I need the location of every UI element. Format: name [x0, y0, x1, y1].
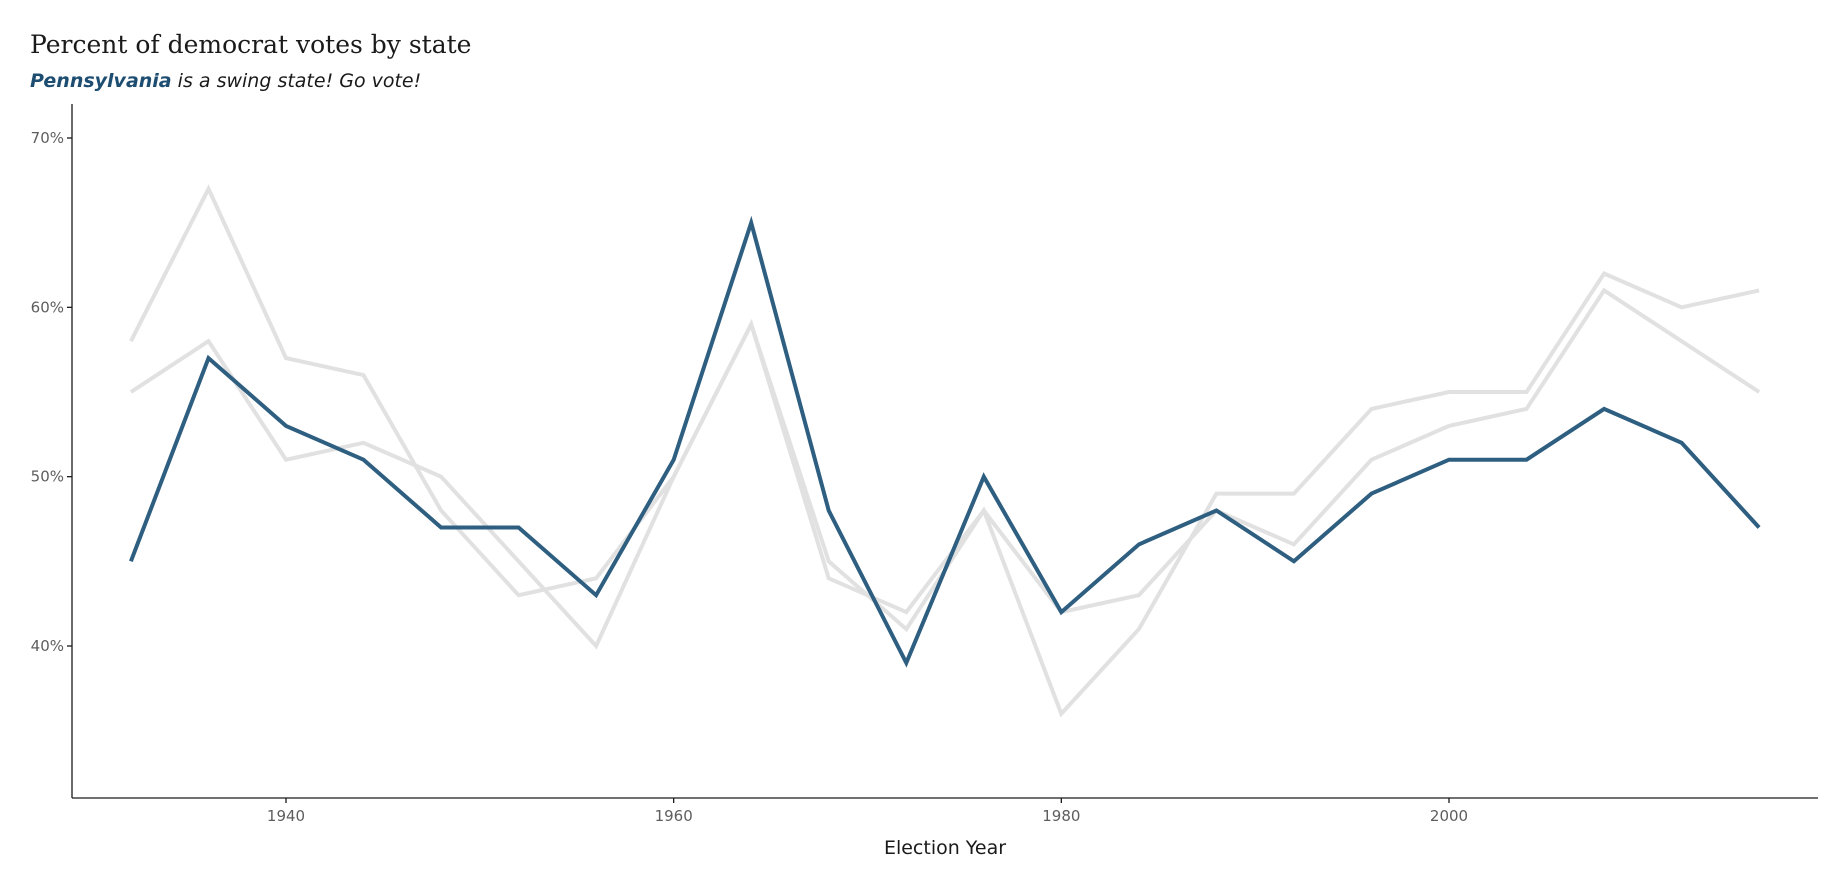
subtitle-text: is a swing state! Go vote!	[171, 70, 422, 92]
series-layer	[129, 184, 1761, 718]
subtitle-highlight-state: Pennsylvania	[30, 70, 172, 92]
x-tick-label: 2000	[1430, 807, 1468, 825]
y-tick-label: 40%	[31, 637, 64, 655]
x-axis-title: Election Year	[884, 837, 1006, 859]
series-line-pennsylvania	[129, 215, 1761, 668]
y-tick-label: 70%	[31, 129, 64, 147]
axis-layer: 40% 50% 60% 70% 1940 1960 1980 2000	[31, 104, 1818, 825]
chart-title: Percent of democrat votes by state	[30, 30, 472, 59]
x-tick-label: 1980	[1042, 807, 1080, 825]
chart-subtitle: Pennsylvania is a swing state! Go vote!	[30, 70, 421, 92]
series-line-state-1	[129, 184, 1760, 718]
y-tick-label: 60%	[31, 298, 64, 316]
y-tick-label: 50%	[31, 468, 64, 486]
x-tick-label: 1960	[655, 807, 693, 825]
x-tick-label: 1940	[267, 807, 305, 825]
